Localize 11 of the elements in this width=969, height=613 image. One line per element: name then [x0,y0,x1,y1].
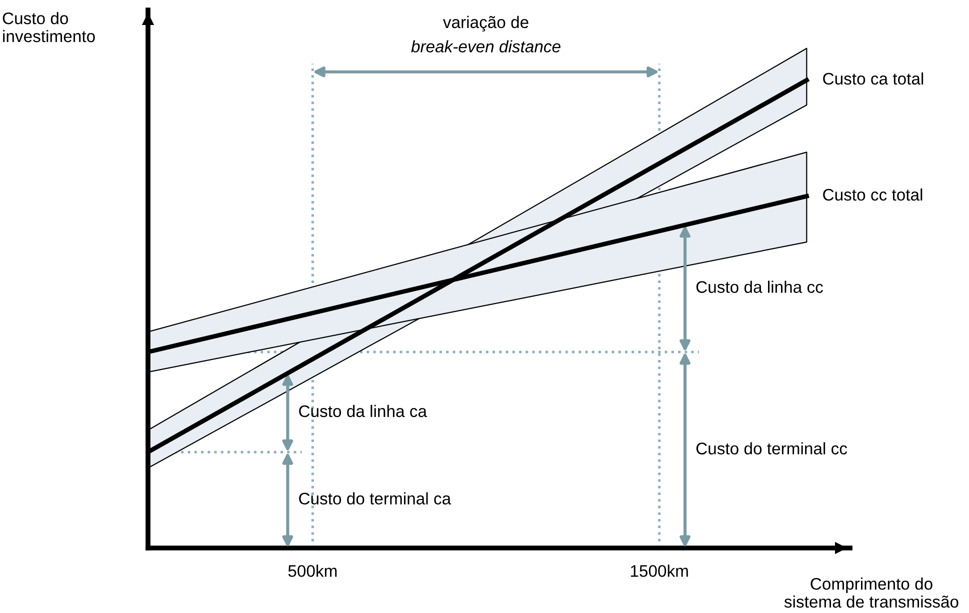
series-label: Custo cc total [823,188,922,201]
text: variação de break-even distance [411,16,560,52]
series-label: Custo ca total [823,72,924,85]
y-axis-title: Custo do investimento [2,12,95,42]
annotation: Custo da linha ca [299,404,428,418]
x-tick-label: 1500km [630,564,688,577]
annotation: Custo da linha cc [696,280,823,293]
x-tick-label: 500km [288,564,337,577]
x-axis-title: Comprimento do sistema de transmissão [784,578,958,608]
annotation: Custo do terminal cc [696,442,848,454]
annotation: Custo do terminal ca [299,492,452,505]
